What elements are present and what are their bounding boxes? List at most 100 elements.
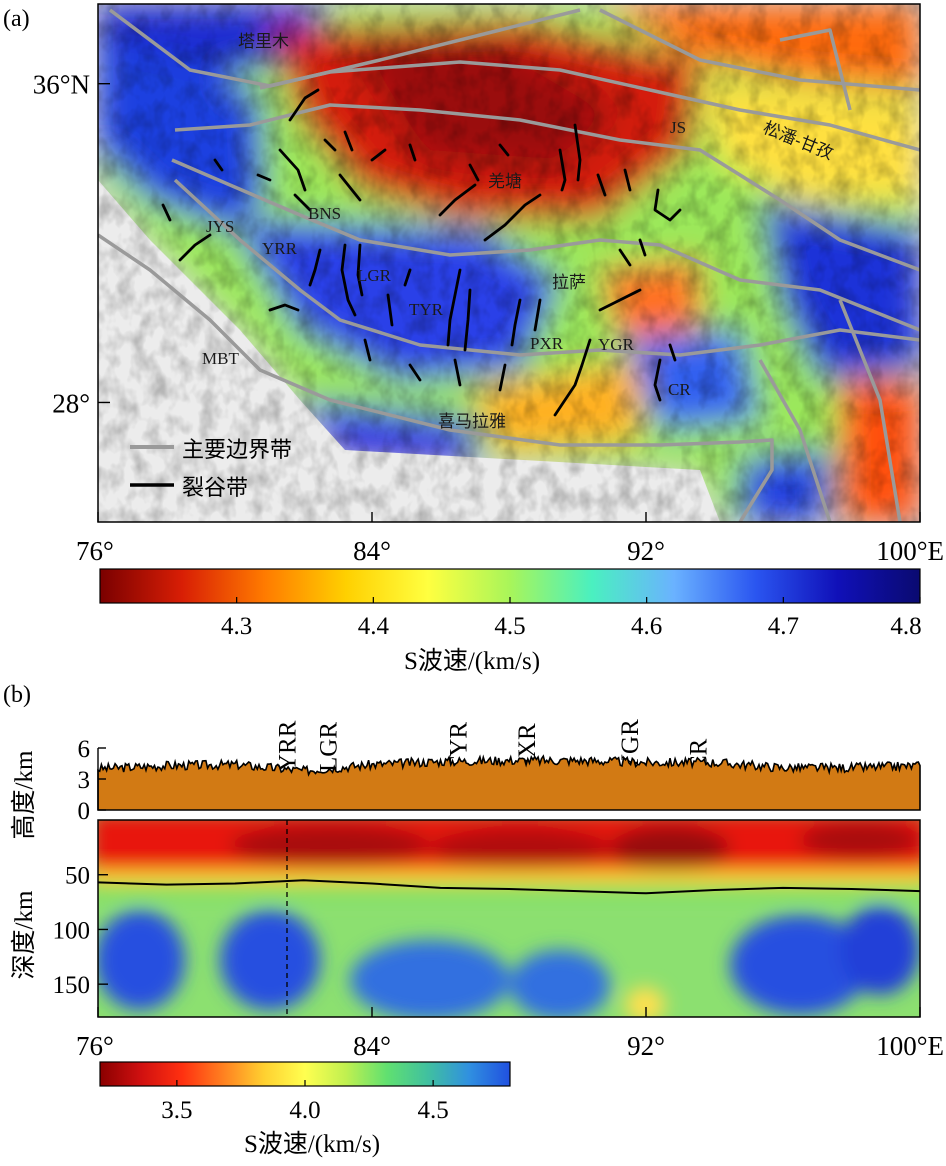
y-tick-label: 36°N <box>33 70 90 100</box>
topo-tick-label: 3 <box>78 767 91 794</box>
colorbar-tick-label: 4.8 <box>890 613 921 640</box>
x-tick-label: 100°E <box>876 1031 944 1061</box>
rift <box>256 173 272 182</box>
rift <box>498 143 510 157</box>
depth-section <box>98 820 920 1017</box>
rift <box>363 338 372 362</box>
map-label-lhasa: 拉萨 <box>552 273 586 292</box>
panel-a-map: 塔里木 JS 松潘-甘孜 羌塘 BNS JYS YRR LGR 拉萨 TYR P… <box>98 4 920 522</box>
x-tick-label: 76° <box>76 536 114 566</box>
section-fast-anomaly-3 <box>350 940 510 1017</box>
boundary-jys <box>171 158 920 332</box>
section-fast-anomaly-2 <box>220 910 320 1010</box>
colorbar-b: 3.5 4.0 4.5 S波速/(km/s) <box>99 1061 511 1158</box>
rift <box>638 238 647 257</box>
boundary-kunlun <box>108 8 581 88</box>
section-fast-anomaly-4 <box>510 950 610 1017</box>
depth-tick-label: 150 <box>53 972 91 999</box>
x-tick-label: 100°E <box>876 536 944 566</box>
rift-labels: YRR LGR TYR PXR YGR CR <box>274 719 712 772</box>
rift <box>268 303 300 312</box>
colorbar-tick-label: 3.5 <box>161 1097 192 1124</box>
rift <box>618 248 632 267</box>
rift <box>356 243 364 297</box>
boundary-bangong <box>174 103 920 272</box>
colorbar-a-ticks: 4.3 4.4 4.5 4.6 4.7 4.8 <box>221 597 922 640</box>
rift <box>161 203 172 222</box>
rift <box>653 188 682 222</box>
topo-tick-label: 0 <box>78 798 91 825</box>
colorbar-tick-label: 4.6 <box>631 613 662 640</box>
rift <box>483 193 542 242</box>
rift <box>408 363 422 382</box>
rift <box>278 148 307 192</box>
boundary-jinsha <box>259 60 920 152</box>
depth-tick-label: 50 <box>65 863 90 890</box>
colorbar-b-ticks: 3.5 4.0 4.5 <box>161 1080 449 1124</box>
colorbar-tick-label: 4.5 <box>494 613 525 640</box>
section-fast-anomaly-6 <box>840 905 920 995</box>
map-label-jys: JYS <box>206 217 234 236</box>
rift <box>533 298 542 332</box>
section-upper-mantle <box>98 884 920 898</box>
legend-label-boundary: 主要边界带 <box>182 437 292 462</box>
rift <box>438 183 477 217</box>
colorbar-a-label: S波速/(km/s) <box>404 647 540 675</box>
panel-a-frame <box>97 3 921 523</box>
rift <box>510 298 522 347</box>
rift-lines <box>161 88 682 417</box>
colorbar-a: 4.3 4.4 4.5 4.6 4.7 4.8 S波速/(km/s) <box>99 568 922 675</box>
map-label-cr: CR <box>668 380 691 399</box>
rift <box>553 338 592 417</box>
y-tick-label: 28° <box>52 388 90 418</box>
topography-panel <box>97 754 921 811</box>
rift <box>340 243 357 317</box>
section-moho-transition <box>98 870 920 884</box>
topography-profile <box>97 754 921 811</box>
shaded-relief <box>98 4 920 522</box>
x-tick-label: 84° <box>353 536 391 566</box>
rift <box>668 343 677 362</box>
map-label-yrr: YRR <box>262 239 298 258</box>
section-velocity-field <box>98 820 920 1017</box>
section-slow-anomaly <box>625 987 665 1017</box>
topo-tick-label: 6 <box>78 736 91 763</box>
rift <box>323 138 337 152</box>
section-crust-low-far-east <box>800 822 920 858</box>
rift <box>468 163 480 182</box>
depth-axis-label: 深度/km <box>10 890 38 979</box>
boundary-lines <box>98 8 920 522</box>
rift <box>178 233 212 262</box>
rift <box>598 288 642 312</box>
x-tick-label: 76° <box>76 1031 114 1061</box>
rift <box>386 293 394 327</box>
colorbar-tick-label: 4.0 <box>289 1097 320 1124</box>
rift <box>293 193 312 212</box>
colorbar-tick-label: 4.4 <box>358 613 390 640</box>
panel-b-frame <box>97 819 921 1018</box>
boundary-ne-splay <box>838 299 902 522</box>
rift <box>498 363 507 392</box>
section-fast-anomaly-5 <box>730 915 870 1015</box>
x-tick-label: 84° <box>353 1031 391 1061</box>
rift-label: LGR <box>315 722 342 772</box>
colorbar-tick-label: 4.5 <box>418 1097 449 1124</box>
boundary-altyn <box>599 8 920 92</box>
rift <box>558 148 567 192</box>
colorbar-b-label: S波速/(km/s) <box>244 1130 380 1158</box>
map-label-pxr: PXR <box>530 334 564 353</box>
map-legend: 主要边界带 裂谷带 <box>130 437 292 500</box>
rift <box>408 143 417 162</box>
rift <box>463 288 472 352</box>
topo-axis-label: 高度/km <box>10 750 38 839</box>
map-label-lgr: LGR <box>357 266 392 285</box>
section-crust-low-west <box>230 825 430 865</box>
panel-a-label: (a) <box>3 6 30 32</box>
rift <box>370 148 387 162</box>
boundary-yzs <box>173 178 920 357</box>
rift <box>343 130 354 152</box>
rift <box>596 173 607 197</box>
map-label-tarim: 塔里木 <box>238 32 289 51</box>
